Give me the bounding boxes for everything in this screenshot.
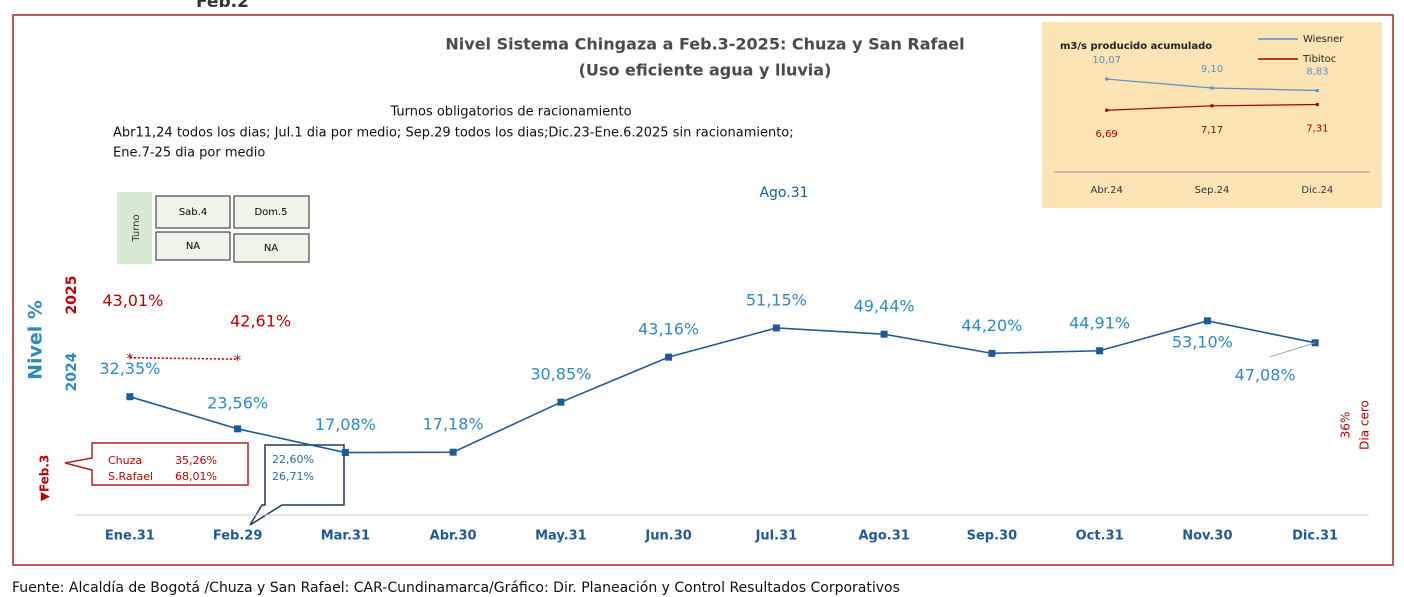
right-note: Dia cero — [1358, 400, 1372, 450]
table-value: NA — [186, 241, 200, 252]
legend-label: Tibitoc — [1302, 54, 1336, 65]
notes-heading: Turnos obligatorios de racionamiento — [389, 105, 631, 120]
data-label: 30,85% — [530, 365, 591, 384]
x-tick-label: Abr.30 — [430, 529, 477, 544]
point-marker — [1315, 103, 1319, 107]
frame — [12, 14, 1394, 566]
table-label-cell — [117, 192, 152, 264]
data-label: 47,08% — [1235, 365, 1296, 384]
inset-panel — [1042, 22, 1382, 208]
source: Fuente: Alcaldía de Bogotá /Chuza y San … — [12, 580, 900, 596]
data-label: 43,16% — [638, 320, 699, 339]
x-tick-label: Sep.30 — [967, 529, 1018, 544]
point-marker — [341, 449, 349, 457]
x-tick-label: Ago.31 — [858, 529, 909, 544]
table-cell — [155, 195, 231, 229]
callout-text: 26,71% — [272, 470, 314, 483]
data-label: 8,83 — [1306, 66, 1328, 77]
point-marker — [1105, 77, 1109, 81]
x-tick-label: Abr.24 — [1091, 185, 1123, 196]
point-marker — [988, 349, 996, 357]
table-cell — [155, 231, 231, 261]
data-label: 7,31 — [1306, 124, 1328, 135]
data-label: 49,44% — [854, 297, 915, 316]
table-header: Dom.5 — [254, 207, 287, 218]
data-label: 51,15% — [746, 290, 807, 309]
callout-text: S.Rafael — [108, 470, 153, 483]
table-cell — [233, 195, 310, 229]
table-header: Sab.4 — [179, 207, 207, 218]
x-tick-label: Sep.24 — [1195, 185, 1230, 196]
leader-line — [1269, 342, 1316, 358]
series-line — [129, 356, 238, 360]
point-marker — [234, 425, 242, 433]
y-axis-label: Nivel % — [25, 300, 47, 380]
data-label: 6,69 — [1096, 129, 1118, 140]
right-note: 36% — [1339, 412, 1353, 439]
x-tick-label: Jul.31 — [755, 529, 798, 544]
point-marker: * — [126, 352, 133, 368]
point-marker — [1210, 86, 1214, 90]
data-label: 42,61% — [230, 312, 291, 331]
data-label: 43,01% — [102, 291, 163, 310]
chart-subtitle: (Uso eficiente agua y lluvia) — [579, 61, 832, 80]
chart-title: Nivel Sistema Chingaza a Feb.3-2025: Chu… — [445, 35, 964, 54]
point-marker — [1096, 347, 1104, 355]
point-marker — [1315, 88, 1319, 92]
x-tick-label: Mar.31 — [321, 529, 370, 544]
point-marker — [772, 324, 780, 332]
data-label: 44,91% — [1069, 313, 1130, 332]
data-label: 17,08% — [315, 415, 376, 434]
x-tick-label: Jun.30 — [644, 529, 691, 544]
callout-text: Chuza — [108, 454, 142, 467]
callout-text: 68,01% — [175, 470, 217, 483]
data-label: 17,18% — [423, 415, 484, 434]
data-label: 44,20% — [961, 316, 1022, 335]
callout-text: 35,26% — [175, 454, 217, 467]
legend-label: Wiesner — [1303, 34, 1344, 45]
point-marker — [880, 330, 888, 338]
point-marker — [1105, 108, 1109, 112]
data-label: 53,10% — [1172, 332, 1233, 351]
point-marker: * — [234, 353, 241, 369]
callout-text: 22,60% — [272, 453, 314, 466]
series-line — [129, 319, 1316, 454]
x-tick-label: May.31 — [535, 529, 587, 544]
x-tick-label: Dic.24 — [1301, 185, 1333, 196]
x-tick-label: Nov.30 — [1182, 529, 1232, 544]
point-marker — [126, 393, 134, 401]
point-marker — [1203, 317, 1211, 325]
point-marker — [449, 448, 457, 456]
table-value: NA — [264, 243, 278, 254]
x-tick-label: Oct.31 — [1076, 529, 1124, 544]
table-cell — [233, 233, 310, 263]
callout-box — [64, 442, 249, 486]
data-label: 7,17 — [1201, 125, 1223, 136]
annotation: Ago.31 — [759, 185, 808, 201]
inset-title: m3/s producido acumulado — [1060, 41, 1212, 52]
data-label: 32,35% — [99, 359, 160, 378]
notes-line: Abr11,24 todos los dias; Jul.1 dia por m… — [113, 126, 794, 141]
x-tick-label: Feb.29 — [213, 529, 263, 544]
notes-line: Ene.7-25 dia por medio — [113, 146, 265, 161]
x-tick-label: Dic.31 — [1292, 529, 1338, 544]
point-marker — [665, 353, 673, 361]
legend-label: 2024 — [64, 352, 80, 391]
table-label: Turno — [131, 214, 142, 242]
point-marker — [557, 398, 565, 406]
data-label: 10,07 — [1092, 55, 1121, 66]
point-marker — [1210, 104, 1214, 108]
x-tick-label: Ene.31 — [105, 529, 155, 544]
callout-marker: ▼Feb.3 — [38, 455, 52, 502]
data-label: 23,56% — [207, 393, 268, 412]
legend-label: 2025 — [64, 276, 80, 315]
header: Feb.2 — [196, 0, 249, 12]
data-label: 9,10 — [1201, 64, 1223, 75]
